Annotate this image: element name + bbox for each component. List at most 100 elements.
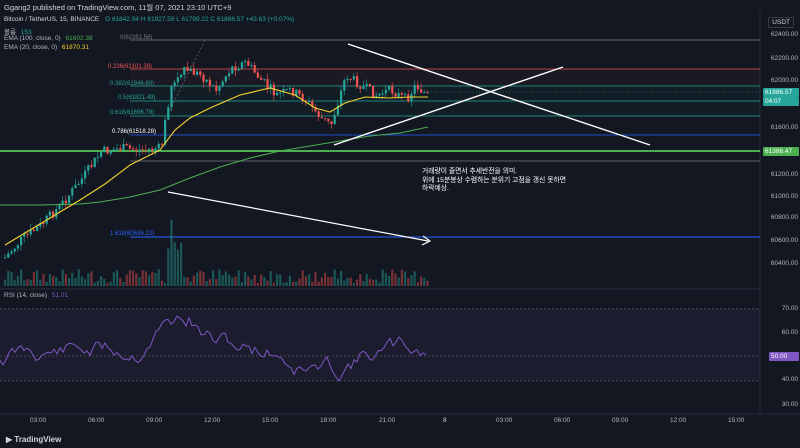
symbol-name: Bitcoin / TetherUS, 15, BINANCE: [4, 16, 100, 23]
price-tick: 60800.00: [770, 214, 798, 221]
legend-ema100-row[interactable]: EMA (100, close, 0) 61602.38: [4, 35, 93, 42]
volume-bar: [48, 273, 51, 286]
volume-bar: [173, 242, 176, 286]
volume-bar: [205, 281, 208, 286]
rsi-tick: 40.00: [781, 376, 798, 383]
candle-body: [157, 143, 160, 149]
candle-body: [365, 83, 368, 86]
time-tick: 03:00: [30, 417, 47, 424]
volume-bar: [93, 282, 96, 286]
candle-body: [378, 93, 381, 96]
candle-body: [250, 65, 253, 67]
rsi-tick: 70.00: [781, 305, 798, 312]
price-tick: 62400.00: [770, 31, 798, 38]
candle-body: [375, 95, 378, 98]
candle-body: [84, 170, 87, 179]
volume-bar: [23, 280, 26, 286]
volume-bar: [100, 276, 103, 286]
tv-logo-icon: ▶: [6, 435, 15, 444]
volume-bar: [295, 281, 298, 286]
volume-bar: [4, 279, 7, 286]
volume-bar: [359, 274, 362, 286]
price-tick: 60600.00: [770, 237, 798, 244]
time-tick: 21:00: [379, 417, 396, 424]
ema20-value: 61870.31: [61, 44, 90, 51]
volume-bar: [141, 270, 144, 286]
legend-volume-row[interactable]: 볼륨 153: [4, 26, 32, 36]
volume-bar: [340, 270, 343, 286]
volume-bar: [394, 273, 397, 286]
legend-ema20-row[interactable]: EMA (20, close, 0) 61870.31: [4, 44, 89, 51]
rsi-tick: 30.00: [781, 401, 798, 408]
candle-body: [55, 209, 58, 218]
candle-body: [231, 66, 234, 74]
candle-body: [39, 222, 42, 227]
publish-text: Ggang2 published on TradingView.com, 11월…: [4, 3, 232, 12]
brand-name: TradingView: [14, 435, 62, 444]
volume-bar: [311, 281, 314, 286]
time-tick: 06:00: [554, 417, 571, 424]
volume-bar: [324, 272, 327, 286]
volume-bar: [119, 277, 122, 286]
candle-body: [138, 149, 141, 152]
volume-bar: [154, 272, 157, 286]
rsi-legend[interactable]: RSI (14, close) 51.01: [4, 292, 68, 299]
volume-bar: [327, 276, 330, 286]
volume-bar: [87, 273, 90, 286]
volume-bar: [90, 271, 93, 286]
candle-body: [381, 93, 384, 95]
candle-body: [330, 121, 333, 125]
candle-body: [141, 149, 144, 151]
candles: [4, 57, 429, 259]
volume-bar: [212, 270, 215, 286]
candle-body: [128, 145, 131, 149]
volume-bar: [276, 274, 279, 286]
candle-body: [260, 77, 263, 80]
candle-body: [423, 91, 426, 93]
candle-body: [301, 93, 304, 101]
candle-body: [180, 74, 183, 78]
rsi-tick: 50.00: [771, 353, 788, 360]
candle-body: [116, 148, 119, 150]
time-tick: 06:00: [88, 417, 105, 424]
volume-bar: [397, 277, 400, 286]
volume-bar: [167, 248, 170, 286]
time-tick: 12:00: [204, 417, 221, 424]
legend-symbol-row[interactable]: Bitcoin / TetherUS, 15, BINANCE O 61842.…: [4, 16, 294, 23]
tradingview-logo[interactable]: ▶ TradingView: [6, 435, 61, 444]
candle-body: [266, 79, 269, 89]
volume-bar: [189, 281, 192, 286]
volume-bar: [308, 274, 311, 286]
candle-body: [20, 236, 23, 246]
lower-trendline: [333, 66, 564, 146]
volume-bar: [423, 277, 426, 286]
ema20-line: [4, 87, 428, 246]
volume-bar: [180, 242, 183, 286]
annotation-line-1: 거래량이 줄면서 추세반전을 의미.: [422, 168, 518, 175]
volume-bar: [199, 270, 202, 286]
volume-bar: [244, 271, 247, 286]
volume-bar: [285, 282, 288, 286]
volume-bar: [42, 273, 45, 286]
candle-body: [23, 233, 26, 237]
candle-body: [170, 86, 173, 108]
ema20-label: EMA (20, close, 0): [4, 44, 58, 51]
candle-body: [36, 226, 39, 231]
currency-label[interactable]: USDT: [768, 17, 794, 28]
candle-body: [397, 93, 400, 97]
candle-body: [327, 118, 330, 122]
volume-bar: [10, 272, 13, 286]
volume-bar: [77, 269, 80, 286]
candle-body: [132, 148, 135, 150]
volume-bar: [298, 278, 301, 286]
volume-bar: [256, 282, 259, 286]
candle-body: [221, 81, 224, 86]
ema100-label: EMA (100, close, 0): [4, 35, 61, 42]
candle-body: [426, 91, 429, 94]
price-tick: 61200.00: [770, 171, 798, 178]
volume-bar: [333, 269, 336, 286]
volume-bar: [372, 279, 375, 286]
candle-body: [61, 200, 64, 205]
volume-bar: [384, 273, 387, 286]
